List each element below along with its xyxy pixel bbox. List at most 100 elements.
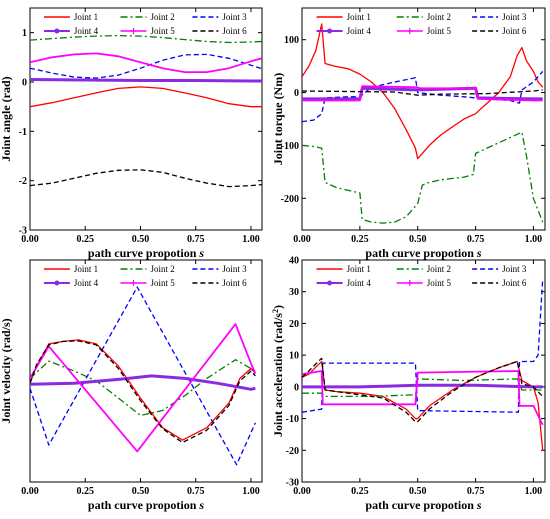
legend-marker bbox=[130, 28, 137, 34]
y-tick-label: 30 bbox=[289, 287, 299, 298]
x-tick-label: 0.75 bbox=[467, 234, 485, 245]
legend-label: Joint 3 bbox=[222, 12, 247, 22]
legend-marker bbox=[54, 28, 60, 34]
y-tick-label: 40 bbox=[289, 256, 299, 267]
series-line-joint-1 bbox=[30, 86, 262, 108]
chart-panel-2: 0.00 0.25 0.50 0.75 1.00 -200 -100 0 100 path cur… bbox=[271, 7, 546, 260]
legend-label: Joint 4 bbox=[74, 26, 99, 36]
series-line-joint-4 bbox=[302, 383, 543, 389]
x-axis-label-text: path curve propotion bbox=[365, 246, 476, 260]
x-tick-label: 0.75 bbox=[187, 486, 205, 497]
legend-marker bbox=[406, 28, 413, 34]
chart-panel-1: 0.00 0.25 0.50 0.75 1.00 -3 -2 -1 0 1 path curve p… bbox=[0, 7, 263, 260]
x-axis-label-var: s bbox=[198, 246, 204, 260]
series-line-joint-3 bbox=[30, 53, 262, 79]
legend-entry-joint-1: Joint 1 bbox=[316, 264, 371, 274]
plot-frame bbox=[301, 259, 546, 483]
legend-label: Joint 1 bbox=[347, 12, 371, 22]
series-line-joint-1 bbox=[30, 339, 256, 441]
legend-label: Joint 4 bbox=[347, 26, 372, 36]
legend-entry-joint-5: Joint 5 bbox=[396, 278, 452, 288]
series-line-joint-2 bbox=[30, 359, 256, 417]
legend-label: Joint 5 bbox=[427, 278, 452, 288]
y-axis-label-text: Joint velocity (rad/s) bbox=[0, 318, 13, 423]
y-tick-label: -10 bbox=[286, 414, 299, 425]
series-line-joint-4 bbox=[30, 78, 262, 83]
y-tick-label: -20 bbox=[286, 446, 299, 457]
legend-label: Joint 1 bbox=[347, 264, 371, 274]
x-axis-label-var: s bbox=[476, 246, 482, 260]
y-axis-label-sup: 2 bbox=[271, 309, 280, 313]
legend-label: Joint 6 bbox=[222, 26, 247, 36]
chart-panel-4: 0.00 0.25 0.50 0.75 1.00 -30 -20 -10 0 10 20 30 40 pa… bbox=[271, 256, 546, 512]
x-tick-label: 0.75 bbox=[467, 486, 485, 497]
x-tick-label: 0.00 bbox=[21, 486, 39, 497]
x-axis-label: path curve propotion s bbox=[365, 498, 481, 512]
legend-label: Joint 1 bbox=[74, 12, 98, 22]
x-axis-label: path curve propotion s bbox=[88, 246, 204, 260]
legend-entry-joint-5: Joint 5 bbox=[120, 278, 175, 288]
x-axis-label-text: path curve propotion bbox=[88, 246, 199, 260]
x-tick-label: 0.25 bbox=[76, 234, 94, 245]
x-tick-label: 1.00 bbox=[242, 234, 260, 245]
legend-label: Joint 2 bbox=[150, 264, 174, 274]
legend-label: Joint 2 bbox=[150, 12, 174, 22]
y-tick-label: 0 bbox=[294, 382, 299, 393]
legend-entry-joint-5: Joint 5 bbox=[120, 26, 175, 36]
legend-label: Joint 4 bbox=[347, 278, 372, 288]
legend-entry-joint-4: Joint 4 bbox=[316, 26, 372, 36]
y-tick-label: -1 bbox=[19, 127, 27, 138]
x-tick-label: 0.50 bbox=[132, 234, 150, 245]
legend-label: Joint 6 bbox=[502, 26, 527, 36]
x-tick-label: 0.25 bbox=[351, 234, 369, 245]
series-line-joint-5 bbox=[30, 52, 262, 73]
legend-label: Joint 3 bbox=[502, 12, 527, 22]
y-axis-label-close: ) bbox=[271, 305, 285, 309]
y-tick-label: -30 bbox=[286, 478, 299, 489]
y-tick-label: -2 bbox=[19, 176, 27, 187]
plot-frame bbox=[29, 7, 263, 231]
x-axis-label: path curve propotion s bbox=[365, 246, 481, 260]
x-tick-label: 0.00 bbox=[21, 234, 39, 245]
legend-entry-joint-2: Joint 2 bbox=[120, 12, 175, 22]
y-axis-label: Joint angle (rad) bbox=[0, 76, 13, 161]
legend-entry-joint-1: Joint 1 bbox=[43, 264, 98, 274]
legend-entry-joint-3: Joint 3 bbox=[192, 12, 247, 22]
y-tick-label: -3 bbox=[19, 226, 27, 237]
legend-entry-joint-6: Joint 6 bbox=[472, 278, 527, 288]
x-tick-label: 0.25 bbox=[76, 486, 94, 497]
series-line-joint-6 bbox=[30, 169, 262, 188]
y-axis-label-text: Joint angle (rad) bbox=[0, 76, 13, 161]
x-axis-label-text: path curve propotion bbox=[365, 498, 476, 512]
y-axis-label: Joint velocity (rad/s) bbox=[0, 318, 13, 423]
series-line-joint-5 bbox=[302, 85, 543, 102]
legend-label: Joint 2 bbox=[427, 12, 451, 22]
x-tick-label: 0.50 bbox=[409, 486, 427, 497]
series-line-joint-1 bbox=[302, 360, 544, 451]
legend-entry-joint-3: Joint 3 bbox=[472, 264, 527, 274]
x-tick-label: 0.00 bbox=[293, 486, 311, 497]
series-line-joint-4 bbox=[30, 374, 256, 391]
x-tick-label: 0.50 bbox=[132, 486, 150, 497]
x-tick-label: 0.00 bbox=[293, 234, 311, 245]
y-tick-label: 20 bbox=[289, 319, 299, 330]
x-axis-label-var: s bbox=[476, 498, 482, 512]
legend-entry-joint-1: Joint 1 bbox=[316, 12, 371, 22]
x-tick-label: 1.00 bbox=[242, 486, 260, 497]
x-tick-label: 1.00 bbox=[525, 486, 543, 497]
legend-marker bbox=[327, 280, 333, 286]
series-group bbox=[30, 34, 262, 188]
legend-label: Joint 2 bbox=[427, 264, 451, 274]
legend-entry-joint-6: Joint 6 bbox=[192, 26, 247, 36]
y-tick-label: 100 bbox=[284, 35, 299, 46]
series-group bbox=[302, 23, 544, 224]
legend-entry-joint-3: Joint 3 bbox=[472, 12, 527, 22]
legend-label: Joint 1 bbox=[74, 264, 98, 274]
legend-entry-joint-4: Joint 4 bbox=[43, 26, 99, 36]
legend-label: Joint 5 bbox=[150, 278, 175, 288]
legend-entry-joint-2: Joint 2 bbox=[396, 264, 451, 274]
series-line-joint-6 bbox=[30, 340, 256, 444]
series-line-joint-2 bbox=[302, 131, 544, 224]
series-line-joint-1 bbox=[302, 23, 544, 160]
